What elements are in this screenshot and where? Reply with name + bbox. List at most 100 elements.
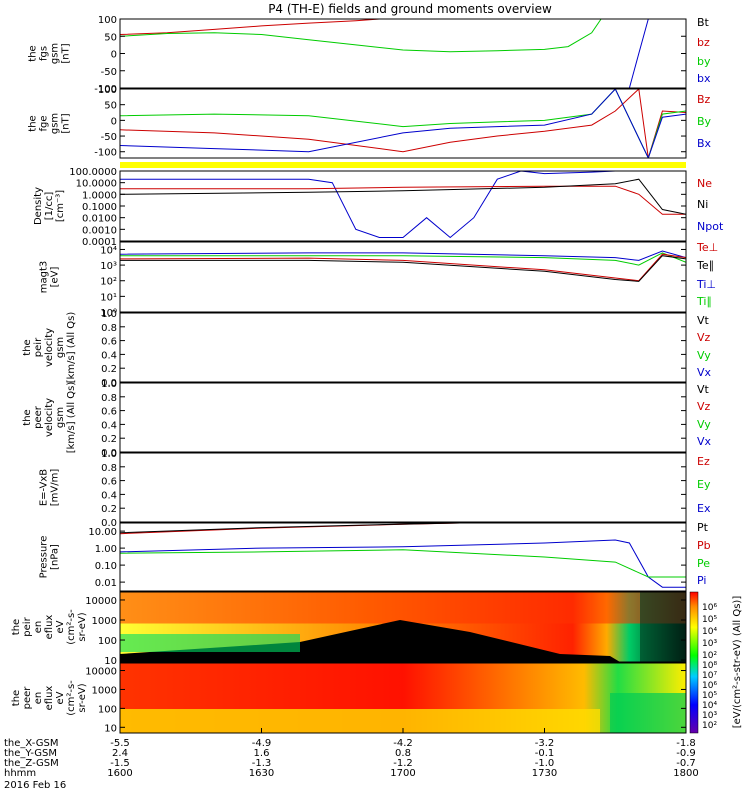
- y-axis-label: the peir en eflux eV (cm²-s-sr-eV): [11, 609, 88, 645]
- y-label-line: [nT]: [61, 43, 72, 63]
- y-tick-label: 1.00: [95, 544, 117, 555]
- y-ticks: 1.0 0.8 0.6 0.4 0.2 0.0: [101, 449, 686, 529]
- colorbar-tick-label: 10²: [702, 721, 717, 731]
- series-group: [120, 250, 686, 282]
- panel-efield: Ez Ey Ex 1.0 0.8 0.6 0.4 0.2 0.0 E=-VxB [mV/m]: [39, 449, 711, 529]
- panel-frame: [119, 241, 687, 313]
- x-tick-label: -4.2: [393, 738, 413, 749]
- y-tick-label: 100: [98, 636, 117, 647]
- series-line-Ti⊥: [120, 250, 686, 261]
- y-label-line: the: [28, 115, 39, 131]
- y-tick-label: 0.2: [101, 364, 117, 375]
- panel-peer: Vt Vz Vy Vx 1.0 0.8 0.6 0.4 0.2 0.0 the peer velocit…: [22, 379, 712, 459]
- legend-entry: Vz: [697, 331, 711, 344]
- y-label-line: the: [28, 45, 39, 61]
- spectrogram-low-energy: [120, 709, 600, 733]
- y-axis-label: the peer velocity gsm [km/s] (All Qs): [22, 382, 77, 454]
- y-tick-label: 1.0: [101, 449, 117, 460]
- legend-entry: Pe: [697, 557, 710, 570]
- y-tick-label: 1000: [92, 616, 117, 627]
- y-label-line: eflux: [44, 686, 55, 711]
- panel-density: Ne Ni Npot 100.000010.00001.00000.10000.010…: [33, 167, 724, 248]
- spectrogram-after: [610, 693, 686, 733]
- y-tick-label: 100: [98, 85, 117, 96]
- y-axis-label: the fgs gsm [nT]: [28, 43, 72, 64]
- series-group: [120, 523, 686, 588]
- y-tick-label: 10000: [85, 667, 117, 678]
- y-label-line: [mV/m]: [50, 469, 61, 507]
- y-label-line: gsm: [50, 43, 61, 64]
- legend-entry: By: [697, 115, 712, 128]
- legend-entry: Vy: [697, 349, 711, 362]
- legend-peir: Vt Vz Vy Vx: [697, 314, 712, 379]
- y-tick-label: 1.0: [101, 379, 117, 390]
- y-axis-label: E=-VxB [mV/m]: [39, 469, 61, 507]
- legend-peer: Vt Vz Vy Vx: [697, 383, 712, 448]
- y-ticks: 100 50 0 -50 -100: [94, 15, 686, 95]
- legend-entry: Npot: [697, 220, 724, 233]
- y-axis-label: the peir velocity gsm [km/s] (All Qs): [22, 312, 77, 384]
- x-tick-label: 1.6: [254, 748, 270, 759]
- legend-entry: Vy: [697, 418, 711, 431]
- y-label-line: peer: [33, 405, 44, 429]
- y-label-line: sr-eV): [77, 612, 88, 641]
- y-label-line: eflux: [44, 615, 55, 640]
- y-tick-label: 100: [98, 15, 117, 26]
- y-ticks: 10⁴ 10³ 10² 10¹ 10⁰: [100, 245, 686, 319]
- y-tick-label: 0.10: [95, 561, 117, 572]
- y-label-line: [cm⁻³]: [55, 190, 66, 222]
- y-axis-label: Pressure [nPa]: [39, 536, 61, 579]
- panel-fgs: Bt bz by bx 100 50 0 -50 -100 the fgs gsm [nT]: [28, 15, 711, 95]
- series-line-Ni: [120, 178, 686, 215]
- y-label-line: fge: [39, 115, 50, 131]
- x-tick-label: 1600: [107, 768, 132, 779]
- x-row-label: the_Y-GSM: [4, 748, 57, 759]
- series-group: [120, 19, 649, 88]
- panel-temp: Te⊥ Te∥ Ti⊥ Ti∥ 10⁴ 10³ 10² 10¹ 10⁰ magt3 [eV]: [39, 241, 719, 319]
- y-tick-label: 10⁰: [100, 308, 117, 319]
- legend-entry: Vt: [697, 383, 710, 396]
- y-label-line: the: [11, 619, 22, 635]
- x-tick-label: -5.5: [110, 738, 130, 749]
- panel-frame: [119, 591, 687, 663]
- y-ticks: 1.0 0.8 0.6 0.4 0.2 0.0: [101, 309, 686, 389]
- y-label-line: gsm: [55, 337, 66, 358]
- y-tick-label: 0.8: [101, 393, 117, 404]
- y-tick-label: 10.00: [88, 527, 117, 538]
- x-tick-label: 1630: [249, 768, 274, 779]
- y-tick-label: 10: [104, 656, 117, 667]
- legend-entry: Ni: [697, 198, 708, 211]
- y-label-line: eV: [55, 620, 66, 633]
- series-line-by: [120, 19, 602, 53]
- colorbar-tick-label: 10⁸: [702, 661, 717, 671]
- y-label-line: [km/s] (All Qs): [66, 382, 77, 454]
- panel-frame: [119, 88, 687, 159]
- spectrogram-peir_spec: [120, 592, 686, 662]
- legend-entry: Ez: [697, 455, 710, 468]
- y-label-line: magt3: [39, 261, 50, 294]
- x-tick-label: 2.4: [112, 748, 128, 759]
- colorbar-tick-label: 10⁵: [702, 691, 717, 701]
- y-tick-label: 100.0000: [69, 167, 117, 178]
- y-tick-label: 0.0010: [82, 225, 117, 236]
- legend-entry: Bz: [697, 93, 711, 106]
- series-line-Te⊥: [120, 253, 686, 282]
- legend-entry: Bx: [697, 137, 712, 150]
- x-tick-label: 1800: [673, 768, 698, 779]
- y-tick-label: 0.0: [101, 378, 117, 389]
- y-label-line: E=-VxB: [39, 469, 50, 506]
- x-tick-label: -1.3: [252, 758, 272, 769]
- y-tick-label: -100: [94, 148, 117, 159]
- series-line-Pi: [120, 539, 686, 588]
- legend-entry: Ex: [697, 502, 711, 515]
- y-ticks: 100 50 0 -50 -100: [94, 85, 686, 159]
- y-ticks: 100.000010.00001.00000.10000.01000.00100…: [69, 167, 686, 248]
- panel-fge: Bz By Bx 100 50 0 -50 -100 the fge gsm [nT]: [28, 85, 712, 159]
- colorbar-tick-label: 10⁶: [702, 681, 717, 691]
- colorbar-label: [eV/(cm²-s-str-eV) (All Qs)]: [732, 596, 743, 729]
- legend-entry: Vx: [697, 435, 712, 448]
- panel-frame: [119, 312, 687, 383]
- legend-entry: Ne: [697, 177, 712, 190]
- legend-entry: Bt: [697, 16, 710, 29]
